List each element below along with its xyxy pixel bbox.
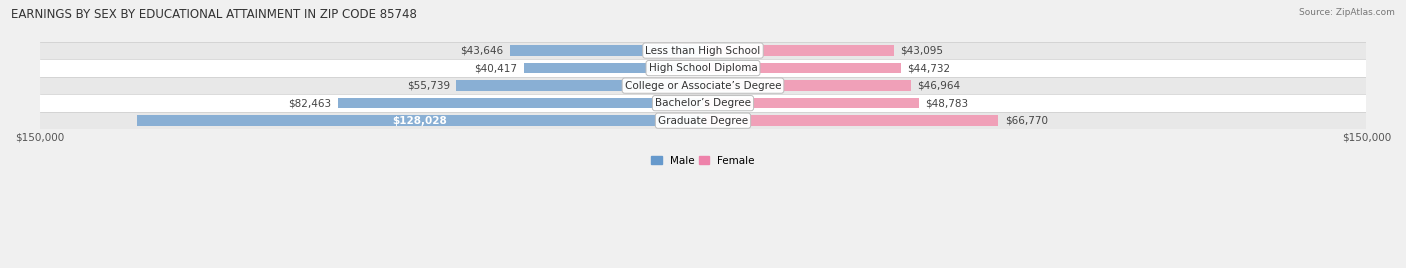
Bar: [510, 45, 703, 56]
Text: $43,646: $43,646: [460, 46, 503, 55]
Bar: [39, 94, 1367, 112]
Text: $66,770: $66,770: [1005, 116, 1047, 126]
Text: $40,417: $40,417: [475, 63, 517, 73]
Text: College or Associate’s Degree: College or Associate’s Degree: [624, 81, 782, 91]
Text: $55,739: $55,739: [406, 81, 450, 91]
Bar: [457, 80, 703, 91]
Bar: [703, 116, 998, 126]
Text: Source: ZipAtlas.com: Source: ZipAtlas.com: [1299, 8, 1395, 17]
Bar: [339, 98, 703, 109]
Text: $128,028: $128,028: [392, 116, 447, 126]
Bar: [39, 112, 1367, 129]
Text: EARNINGS BY SEX BY EDUCATIONAL ATTAINMENT IN ZIP CODE 85748: EARNINGS BY SEX BY EDUCATIONAL ATTAINMEN…: [11, 8, 418, 21]
Bar: [703, 45, 894, 56]
Text: $82,463: $82,463: [288, 98, 332, 108]
Bar: [136, 116, 703, 126]
Legend: Male, Female: Male, Female: [647, 151, 759, 170]
Text: Bachelor’s Degree: Bachelor’s Degree: [655, 98, 751, 108]
Text: $43,095: $43,095: [900, 46, 943, 55]
Bar: [703, 63, 901, 73]
Bar: [39, 59, 1367, 77]
Text: Less than High School: Less than High School: [645, 46, 761, 55]
Text: Graduate Degree: Graduate Degree: [658, 116, 748, 126]
Bar: [39, 77, 1367, 94]
Text: $44,732: $44,732: [907, 63, 950, 73]
Bar: [703, 80, 911, 91]
Bar: [524, 63, 703, 73]
Text: High School Diploma: High School Diploma: [648, 63, 758, 73]
Text: $46,964: $46,964: [917, 81, 960, 91]
Bar: [39, 42, 1367, 59]
Text: $48,783: $48,783: [925, 98, 969, 108]
Bar: [703, 98, 918, 109]
